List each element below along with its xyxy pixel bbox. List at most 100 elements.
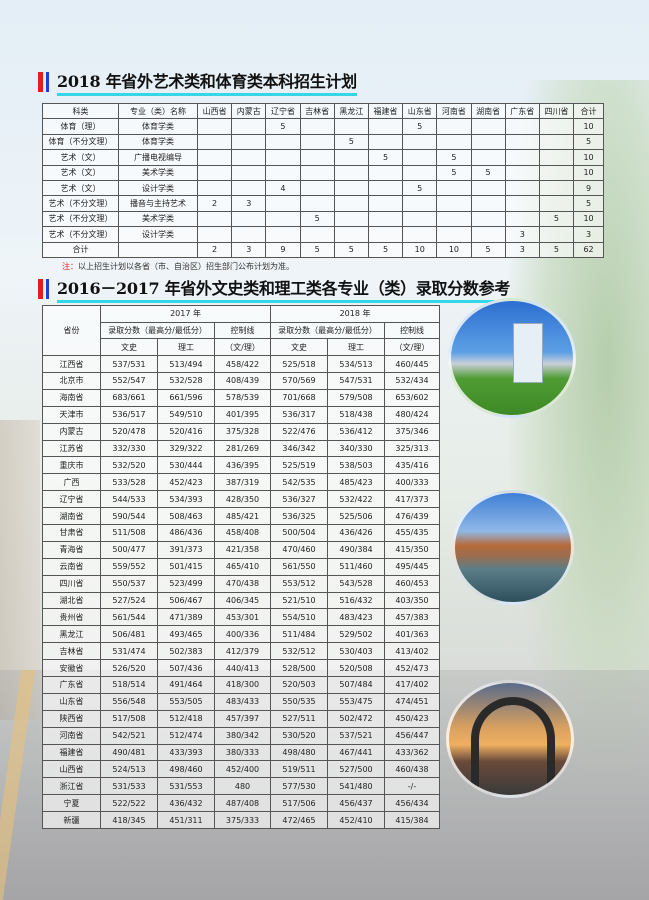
header-wenshi: 文史 [270, 338, 329, 357]
score-cell: 561/550 [270, 557, 329, 576]
table-cell [231, 118, 267, 135]
table-row: 云南省 559/552 501/415 465/410 561/550 511/460 49… [42, 557, 440, 576]
province-cell: 浙江省 [42, 777, 101, 796]
header-cell: 科类 [42, 102, 119, 120]
province-cell: 安徽省 [42, 659, 101, 677]
table-cell [402, 226, 438, 243]
score-cell: 498/460 [157, 760, 215, 779]
score-cell: 401/395 [213, 405, 272, 424]
table-cell [231, 164, 267, 181]
score-cell: 460/438 [384, 760, 440, 779]
table-cell [231, 133, 267, 151]
score-cell: 506/481 [100, 625, 158, 644]
table-cell: 5 [402, 118, 438, 135]
table-cell: 体育（理） [42, 118, 119, 135]
table-cell [367, 133, 404, 151]
table-cell [299, 226, 335, 243]
table-cell: 体育学类 [118, 133, 198, 151]
table-cell [231, 210, 267, 228]
table-cell [538, 164, 575, 181]
score-cell: 559/552 [100, 557, 158, 576]
score-cell: 525/506 [327, 507, 386, 525]
table-row: 浙江省 531/533 531/553 480 577/530 541/480 -/- [42, 777, 440, 796]
score-cell: 403/350 [384, 591, 440, 610]
score-cell: 530/444 [157, 456, 215, 475]
score-cell: 521/510 [270, 591, 329, 610]
score-cell: 408/439 [213, 371, 272, 390]
table-cell [299, 133, 335, 151]
table-row: 湖南省 590/544 508/463 485/421 536/325 525/506 47… [42, 507, 440, 525]
score-cell: 549/510 [157, 405, 215, 424]
score-cell: 527/500 [327, 760, 386, 779]
score-cell: 406/345 [213, 591, 272, 610]
score-cell: 538/503 [327, 456, 386, 475]
header-wenli: （文/理） [384, 338, 440, 357]
table-cell [265, 195, 301, 212]
score-cell: 529/502 [327, 625, 386, 644]
table-row: 湖北省 527/524 506/467 406/345 521/510 516/432 40… [42, 591, 440, 610]
table-row: 河南省 542/521 512/474 380/342 530/520 537/521 45… [42, 726, 440, 745]
table-cell [538, 226, 575, 243]
score-cell: 340/330 [327, 439, 386, 458]
score-cell: 532/520 [100, 456, 158, 475]
table-cell [504, 149, 540, 166]
score-cell: 433/393 [157, 743, 215, 762]
score-cell: 417/402 [384, 675, 440, 694]
score-cell: 460/453 [384, 574, 440, 593]
score-cell: 452/423 [157, 473, 215, 492]
table-cell [402, 210, 438, 228]
score-cell: 518/438 [327, 405, 386, 424]
table-cell: 10 [573, 164, 604, 181]
header-cell: 福建省 [367, 102, 404, 120]
score-cell: 550/535 [270, 692, 329, 711]
score-cell: 554/510 [270, 608, 329, 627]
table-cell: 5 [436, 164, 472, 181]
table-cell [333, 149, 369, 166]
table-row: 黑龙江 506/481 493/465 400/336 511/484 529/502 40… [42, 625, 440, 644]
table-cell [470, 179, 506, 197]
score-cell: 530/520 [270, 726, 329, 745]
table-cell [231, 179, 267, 197]
score-cell: 528/500 [270, 659, 329, 677]
table-cell [333, 195, 369, 212]
score-cell: 520/416 [157, 422, 215, 441]
score-cell: 532/434 [384, 371, 440, 390]
score-cell: 436/426 [327, 523, 386, 542]
province-cell: 北京市 [42, 371, 101, 390]
table-row: 体育（不分文理） 体育学类 5 5 [42, 133, 604, 151]
score-cell: 456/434 [384, 794, 440, 813]
table-cell [504, 195, 540, 212]
score-cell: 701/668 [270, 388, 329, 407]
score-cell: 577/530 [270, 777, 329, 796]
header-cell: 湖南省 [470, 102, 506, 120]
province-cell: 吉林省 [42, 642, 101, 661]
score-cell: 436/432 [157, 794, 215, 813]
table-cell [265, 226, 301, 243]
table-row: 宁夏 522/522 436/432 487/408 517/506 456/437 456… [42, 794, 440, 813]
province-cell: 四川省 [42, 574, 101, 593]
table-cell: 5 [265, 118, 301, 135]
table-cell: 2 [196, 241, 233, 258]
table-cell: 10 [402, 241, 438, 258]
score-cell: 470/460 [270, 540, 329, 559]
section1-heading: 2018 年省外艺术类和体育类本科招生计划 [38, 70, 357, 96]
header-cell: 辽宁省 [265, 102, 301, 120]
score-cell: 400/336 [213, 625, 272, 644]
score-cell: 415/350 [384, 540, 440, 559]
table-cell: 5 [436, 149, 472, 166]
table-cell [265, 164, 301, 181]
score-cell: 467/441 [327, 743, 386, 762]
plan-note: 注：以上招生计划以各省（市、自治区）招生部门公布计划为准。 [62, 261, 294, 272]
table-cell: 3 [231, 195, 267, 212]
blue-bar-icon [46, 279, 49, 299]
score-cell: 537/531 [100, 355, 158, 373]
score-cell: 507/484 [327, 675, 386, 694]
table-row: 甘肃省 511/508 486/436 458/408 500/504 436/426 45… [42, 523, 440, 542]
table-cell [196, 179, 233, 197]
score-cell: 498/480 [270, 743, 329, 762]
score-cell: 493/465 [157, 625, 215, 644]
table-cell [299, 195, 335, 212]
table-cell [265, 133, 301, 151]
score-cell: 472/465 [270, 811, 329, 829]
score-cell: 480/424 [384, 405, 440, 424]
